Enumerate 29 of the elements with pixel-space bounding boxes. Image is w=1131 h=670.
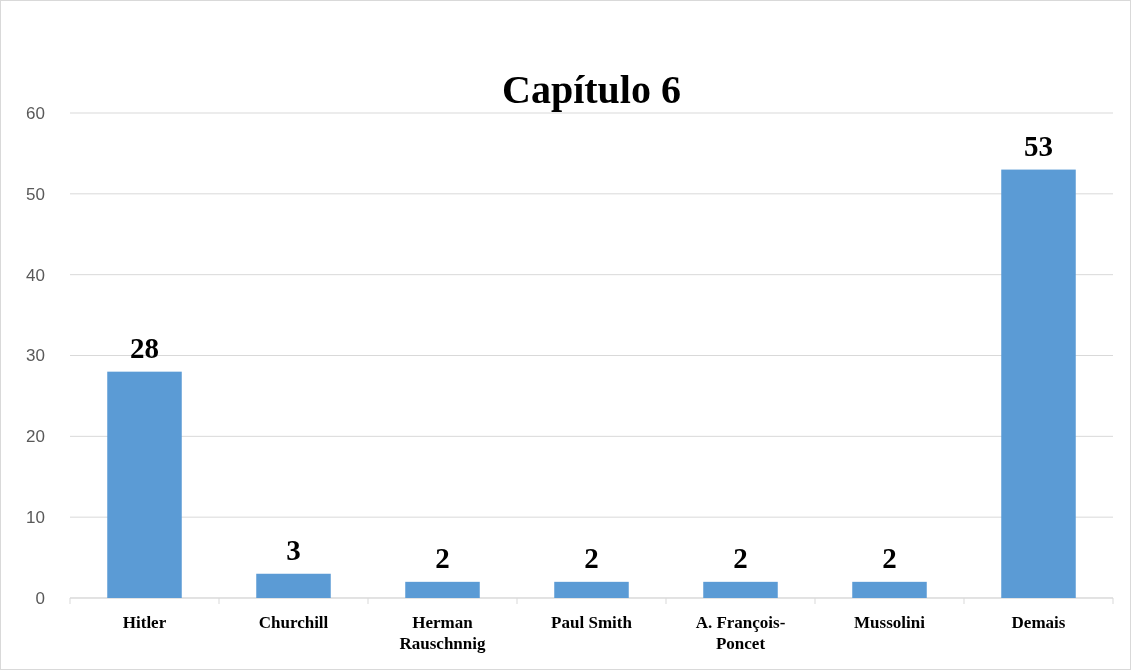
y-tick-label: 50 <box>26 184 45 204</box>
x-tick-label: Hitler <box>122 613 167 632</box>
bar <box>405 581 480 598</box>
data-label: 3 <box>286 533 301 566</box>
bar <box>107 371 182 598</box>
bar <box>852 581 927 598</box>
y-tick-label: 10 <box>26 508 45 528</box>
data-label: 2 <box>435 541 450 574</box>
bar <box>703 581 778 598</box>
x-tick-label: Mussolini <box>854 613 926 632</box>
data-label: 2 <box>733 541 748 574</box>
data-label: 53 <box>1024 129 1053 162</box>
x-tick-label: Paul Smith <box>551 613 633 632</box>
y-tick-label: 40 <box>26 265 45 285</box>
chart-title: Capítulo 6 <box>502 67 681 112</box>
x-tick-label: Demais <box>1011 613 1066 632</box>
x-tick-label: Herman Rauschnnig <box>399 613 486 653</box>
data-label: 2 <box>584 541 599 574</box>
x-tick-label: A. François-Poncet <box>695 613 786 653</box>
y-tick-label: 60 <box>26 103 45 123</box>
x-tick-label: Churchill <box>258 613 329 632</box>
bar <box>1001 169 1076 598</box>
data-label: 2 <box>882 541 897 574</box>
y-tick-label: 20 <box>26 427 45 447</box>
data-label: 28 <box>130 331 159 364</box>
y-tick-label: 0 <box>35 588 45 608</box>
bar <box>256 573 331 598</box>
y-tick-label: 30 <box>26 346 45 366</box>
bar <box>554 581 629 598</box>
